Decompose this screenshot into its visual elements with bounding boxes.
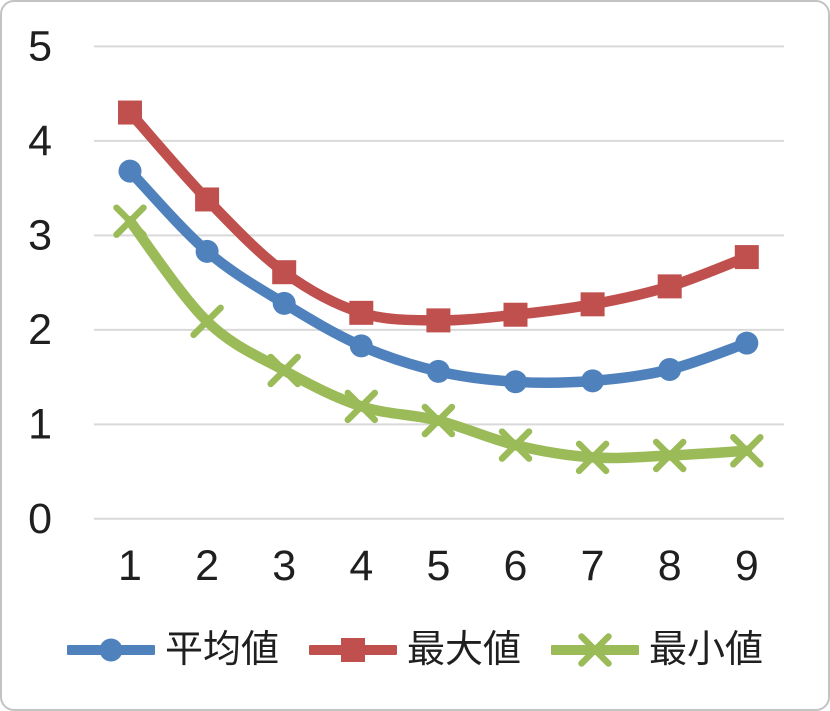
series-最大値: [118, 100, 759, 333]
data-point-x: [578, 633, 612, 667]
data-point-x: [190, 304, 224, 339]
square-marker-icon: [308, 638, 397, 662]
legend-label-maximum: 最大値: [406, 629, 521, 671]
x-tick-label: 1: [118, 542, 142, 590]
y-tick-label: 2: [28, 306, 52, 354]
data-point-x: [730, 434, 764, 468]
y-axis-tick-labels: 0 1 2 3 4 5: [28, 22, 52, 542]
data-point-circle: [426, 359, 450, 383]
data-point-circle: [658, 358, 682, 382]
data-point-circle: [272, 291, 296, 315]
data-point-circle: [735, 331, 759, 355]
x-tick-label: 7: [581, 542, 605, 590]
data-point-square: [580, 292, 605, 317]
data-point-x: [267, 353, 301, 388]
data-point-square: [118, 100, 142, 125]
y-tick-label: 3: [28, 211, 52, 259]
data-point-circle: [195, 239, 219, 263]
circle-marker-icon: [66, 638, 155, 662]
data-point-x: [575, 440, 610, 475]
x-tick-label: 3: [272, 542, 296, 590]
data-point-x: [113, 204, 147, 238]
x-tick-label: 8: [658, 542, 682, 590]
data-point-circle: [118, 159, 142, 183]
data-point-x: [421, 403, 456, 438]
data-point-square: [657, 274, 682, 299]
x-marker-icon: [551, 633, 639, 667]
series-line: [124, 107, 753, 326]
data-point-square: [503, 302, 528, 327]
legend-item-minimum: 最小値: [551, 631, 763, 669]
data-point-circle: [99, 638, 123, 662]
data-point-circle: [581, 369, 605, 393]
data-point-x: [652, 438, 687, 473]
x-tick-label: 9: [735, 542, 759, 590]
data-point-square: [426, 308, 451, 333]
y-tick-label: 0: [28, 495, 52, 543]
data-point-square: [195, 187, 220, 212]
line-chart-plot: 0 1 2 3 4 5 1 2 3 4 5 6 7 8 9: [28, 22, 784, 590]
series-平均値: [118, 159, 759, 394]
data-point-x: [498, 428, 533, 462]
data-point-square: [272, 260, 297, 285]
series-lines: [113, 100, 764, 475]
x-tick-label: 2: [195, 542, 219, 590]
chart-legend: 平均値 最大値 最小値: [2, 616, 828, 684]
x-tick-label: 6: [504, 542, 528, 590]
x-tick-label: 4: [349, 542, 373, 590]
legend-item-average: 平均値: [66, 629, 279, 671]
legend-item-maximum: 最大値: [308, 629, 521, 671]
data-point-circle: [349, 334, 373, 358]
data-point-circle: [504, 370, 527, 394]
y-tick-label: 1: [28, 400, 52, 448]
x-axis-tick-labels: 1 2 3 4 5 6 7 8 9: [118, 542, 759, 590]
data-point-square: [734, 245, 759, 270]
data-point-square: [340, 638, 365, 662]
data-point-square: [349, 300, 374, 325]
y-tick-label: 4: [28, 117, 52, 165]
series-最小値: [113, 204, 764, 475]
legend-label-minimum: 最小値: [649, 629, 764, 671]
series-line: [124, 165, 753, 388]
legend-label-average: 平均値: [164, 629, 279, 671]
y-tick-label: 5: [28, 22, 52, 70]
x-tick-label: 5: [426, 542, 450, 590]
data-point-x: [344, 389, 379, 424]
